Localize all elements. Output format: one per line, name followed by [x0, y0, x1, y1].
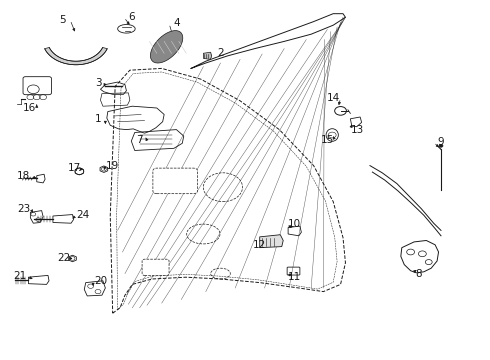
Polygon shape [150, 31, 183, 63]
Text: 19: 19 [106, 161, 120, 171]
Polygon shape [45, 48, 107, 65]
Text: 11: 11 [287, 272, 301, 282]
Circle shape [439, 144, 443, 147]
Text: 12: 12 [253, 240, 267, 250]
FancyBboxPatch shape [142, 259, 169, 275]
Text: 6: 6 [128, 12, 135, 22]
Text: 16: 16 [23, 103, 36, 113]
Text: 15: 15 [320, 135, 334, 145]
Text: 24: 24 [76, 210, 90, 220]
Text: 4: 4 [173, 18, 180, 28]
Text: 2: 2 [217, 48, 224, 58]
Text: 14: 14 [326, 93, 340, 103]
Text: 20: 20 [94, 276, 107, 286]
Text: 7: 7 [136, 135, 143, 145]
Text: 23: 23 [17, 204, 30, 214]
Text: 22: 22 [57, 253, 71, 264]
Text: 21: 21 [13, 271, 26, 282]
FancyBboxPatch shape [153, 168, 197, 194]
Text: 1: 1 [95, 114, 101, 124]
Text: 5: 5 [59, 15, 66, 25]
Text: 18: 18 [17, 171, 30, 181]
Text: 9: 9 [438, 137, 444, 147]
Text: 8: 8 [416, 269, 422, 279]
Polygon shape [260, 235, 283, 248]
Text: 13: 13 [351, 125, 365, 135]
Text: 17: 17 [68, 163, 81, 174]
Text: 10: 10 [288, 219, 300, 229]
Polygon shape [203, 52, 212, 59]
Text: 3: 3 [95, 78, 101, 88]
